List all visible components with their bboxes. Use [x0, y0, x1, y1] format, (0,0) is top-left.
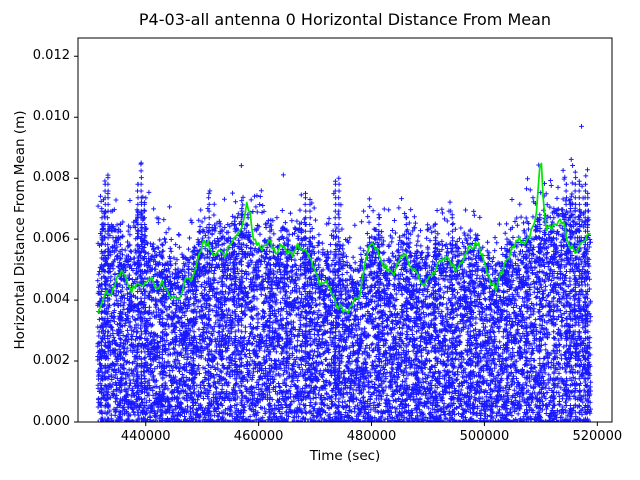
y-tick-label: 0.006	[32, 231, 70, 247]
y-tick-label: 0.000	[32, 414, 70, 429]
x-axis-label: Time (sec)	[309, 448, 381, 464]
y-tick-label: 0.012	[32, 48, 70, 64]
y-tick-label: 0.002	[32, 353, 70, 369]
y-tick-label: 0.004	[32, 292, 70, 308]
x-tick-label: 520000	[572, 429, 623, 444]
y-axis-label: Horizontal Distance From Mean (m)	[12, 110, 28, 350]
x-tick-label: 500000	[459, 429, 510, 444]
x-tick-label: 460000	[233, 429, 284, 444]
y-tick-label: 0.008	[32, 170, 70, 186]
x-tick-label: 480000	[346, 429, 397, 444]
x-tick-label: 440000	[120, 429, 171, 444]
y-tick-label: 0.010	[32, 109, 70, 125]
chart-title: P4-03-all antenna 0 Horizontal Distance …	[138, 10, 552, 29]
